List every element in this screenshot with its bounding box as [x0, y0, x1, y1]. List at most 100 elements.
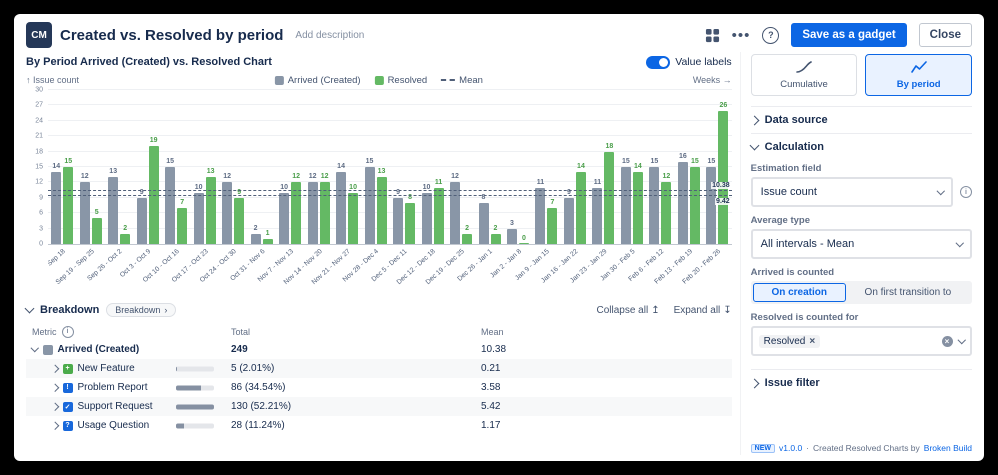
bar-resolved[interactable] — [319, 182, 330, 244]
value-labels-toggle[interactable] — [646, 55, 671, 69]
more-options-icon[interactable]: ••• — [731, 26, 751, 44]
bar-resolved[interactable] — [518, 243, 529, 244]
bar-resolved[interactable] — [462, 233, 473, 244]
bar-group: 10 12 — [276, 90, 304, 244]
clear-icon[interactable]: × — [941, 335, 953, 347]
bar-resolved[interactable] — [689, 167, 700, 244]
bar-arrived[interactable] — [506, 228, 517, 244]
bar-arrived[interactable] — [592, 187, 603, 244]
bar-arrived[interactable] — [165, 167, 176, 244]
table-row[interactable]: Arrived (Created) 249 10.38 — [26, 340, 732, 359]
chart-mode-tabs: Cumulative By period — [750, 52, 973, 106]
table-row[interactable]: + New Feature 5 (2.01%) 0.21 — [26, 359, 732, 378]
bar-arrived[interactable] — [307, 182, 318, 244]
save-as-gadget-button[interactable]: Save as a gadget — [791, 23, 907, 47]
legend-mean[interactable]: Mean — [441, 75, 483, 86]
expand-row-icon[interactable] — [50, 421, 59, 430]
table-row[interactable]: ! Problem Report 86 (34.54%) 3.58 — [26, 378, 732, 397]
bar-arrived[interactable] — [677, 161, 688, 244]
table-row[interactable]: ? Usage Question 28 (11.24%) 1.17 — [26, 416, 732, 435]
bar-arrived[interactable] — [620, 167, 631, 244]
bar-arrived[interactable] — [250, 233, 261, 244]
table-row[interactable]: ✓ Support Request 130 (52.21%) 5.42 — [26, 397, 732, 416]
bar-arrived[interactable] — [79, 182, 90, 244]
bar-resolved[interactable] — [205, 177, 216, 244]
bar-arrived[interactable] — [450, 182, 461, 244]
bar-arrived[interactable] — [136, 197, 147, 244]
bar-resolved[interactable] — [490, 233, 501, 244]
bar-resolved[interactable] — [547, 208, 558, 244]
breakdown-chip[interactable]: Breakdown › — [106, 303, 177, 317]
info-icon[interactable]: i — [61, 325, 74, 338]
chevron-down-icon[interactable] — [24, 303, 35, 314]
total-cell: 28 (11.24%) — [231, 420, 285, 431]
collapse-all-button[interactable]: Collapse all ↥ — [596, 304, 660, 316]
bar-resolved[interactable] — [120, 233, 131, 244]
bar-arrived[interactable] — [108, 177, 119, 244]
resolved-counted-select[interactable]: Resolved × × — [750, 326, 972, 356]
y-tick-label: 18 — [35, 148, 43, 156]
tab-by-period[interactable]: By period — [865, 54, 973, 96]
issue-filter-header[interactable]: Issue filter — [749, 377, 972, 389]
bar-arrived[interactable] — [393, 197, 404, 244]
bar-value-label: 8 — [481, 193, 486, 201]
gridline — [48, 119, 732, 121]
metric-cell: ! Problem Report — [26, 378, 231, 397]
gadget-grid-icon[interactable] — [705, 28, 720, 43]
bar-group: 12 5 — [76, 90, 104, 244]
expand-all-button[interactable]: Expand all ↧ — [673, 304, 732, 316]
bar-arrived[interactable] — [193, 192, 204, 244]
add-description-link[interactable]: Add description — [295, 29, 365, 41]
bar-value-label: 3 — [510, 219, 514, 227]
bar-arrived[interactable] — [478, 202, 489, 244]
chevron-down-icon[interactable] — [957, 335, 966, 344]
bar-arrived[interactable] — [706, 167, 717, 244]
bar-value-label: 12 — [662, 173, 671, 181]
bar-resolved[interactable] — [632, 172, 643, 244]
info-icon[interactable]: i — [960, 186, 972, 198]
bar-resolved[interactable] — [234, 197, 245, 244]
version-link[interactable]: v1.0.0 — [779, 443, 803, 453]
data-source-header[interactable]: Data source — [749, 114, 972, 126]
on-creation-option[interactable]: On creation — [752, 283, 846, 302]
expand-row-icon[interactable] — [50, 383, 59, 392]
bar-resolved[interactable] — [291, 182, 302, 244]
bar-resolved[interactable] — [63, 167, 74, 244]
vendor-link[interactable]: Broken Build — [923, 443, 972, 453]
legend-resolved[interactable]: Resolved — [374, 75, 427, 86]
help-icon[interactable]: ? — [762, 26, 780, 44]
tab-cumulative[interactable]: Cumulative — [750, 54, 858, 96]
bar-arrived[interactable] — [279, 192, 290, 244]
bar-resolved[interactable] — [433, 187, 444, 244]
expand-row-icon[interactable] — [50, 402, 59, 411]
bar-arrived[interactable] — [649, 167, 660, 244]
bar-arrived[interactable] — [364, 167, 375, 244]
bar-arrived[interactable] — [222, 182, 233, 244]
close-button[interactable]: Close — [918, 23, 972, 47]
bar-resolved[interactable] — [177, 208, 188, 244]
on-first-transition-option[interactable]: On first transition to — [864, 287, 952, 298]
estimation-field-select[interactable]: Issue count — [750, 177, 953, 207]
calculation-form: Estimation field Issue count i Average t… — [750, 153, 972, 362]
bar-arrived[interactable] — [51, 172, 62, 244]
bar-resolved[interactable] — [376, 177, 387, 244]
bar-arrived[interactable] — [563, 197, 574, 244]
legend-arrived[interactable]: Arrived (Created) — [274, 75, 361, 86]
bar-arrived[interactable] — [535, 187, 546, 244]
bar-resolved[interactable] — [575, 172, 586, 244]
calculation-header[interactable]: Calculation — [749, 140, 972, 153]
bar-resolved[interactable] — [718, 110, 729, 244]
bar-resolved[interactable] — [91, 218, 102, 244]
expand-row-icon[interactable] — [50, 364, 59, 373]
collapse-row-icon[interactable] — [30, 344, 39, 352]
bar-resolved[interactable] — [604, 151, 615, 244]
bar-resolved[interactable] — [661, 182, 672, 244]
bar-resolved[interactable] — [262, 238, 273, 244]
bar-resolved[interactable] — [348, 192, 359, 244]
average-type-select[interactable]: All intervals - Mean — [750, 229, 972, 259]
bar-value-label: 13 — [377, 168, 386, 176]
bar-arrived[interactable] — [421, 192, 432, 244]
remove-tag-icon[interactable]: × — [809, 335, 816, 347]
bar-resolved[interactable] — [405, 202, 416, 244]
bar-arrived[interactable] — [336, 172, 347, 244]
